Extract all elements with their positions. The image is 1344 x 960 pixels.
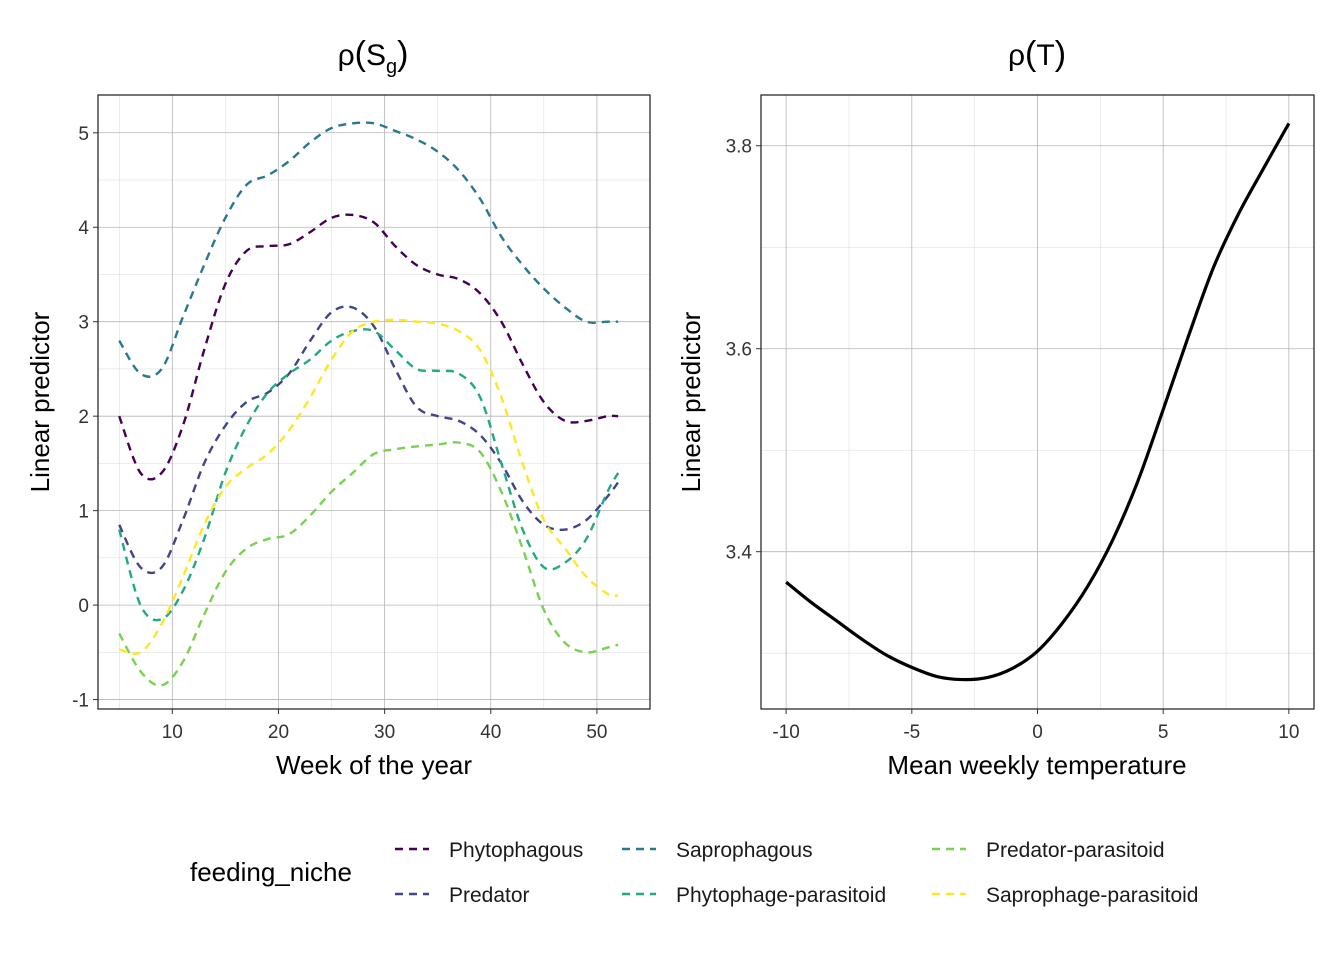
right-title-rho: ρ bbox=[1008, 39, 1025, 72]
series-line-phytophagous bbox=[118, 213, 619, 481]
x-tick-label: -10 bbox=[772, 722, 799, 743]
left-y-axis-title: Linear predictor bbox=[25, 311, 55, 492]
series-line-temperature-effect bbox=[785, 122, 1291, 682]
legend-item: Saprophage-parasitoid bbox=[932, 884, 1198, 907]
legend-label: Saprophage-parasitoid bbox=[986, 884, 1198, 907]
y-tick-label: 2 bbox=[78, 407, 89, 428]
y-tick-label: 5 bbox=[78, 124, 89, 145]
y-tick-label: -1 bbox=[72, 691, 89, 712]
series-line-predator bbox=[118, 305, 620, 575]
right-title-close-paren: ) bbox=[1055, 35, 1066, 73]
legend-item: Phytophagous bbox=[395, 839, 583, 862]
legend-item: Predator-parasitoid bbox=[932, 839, 1165, 862]
right-x-axis-title: Mean weekly temperature bbox=[887, 750, 1186, 780]
x-tick-label: 50 bbox=[586, 722, 607, 743]
left-title-variable: S bbox=[366, 39, 386, 72]
right-title-variable: T bbox=[1036, 39, 1054, 72]
left-panel-ticks: 10 20 30 40 50 -1 0 1 2 3 4 5 bbox=[72, 124, 607, 743]
y-tick-label: 3.8 bbox=[726, 137, 752, 158]
left-panel-title: ρ(Sg) bbox=[338, 35, 409, 78]
y-tick-label: 0 bbox=[78, 596, 89, 617]
x-tick-label: 30 bbox=[374, 722, 395, 743]
x-tick-label: 0 bbox=[1032, 722, 1043, 743]
x-tick-label: 10 bbox=[1278, 722, 1299, 743]
legend-label: Predator bbox=[449, 884, 530, 907]
right-title-open-paren: ( bbox=[1025, 35, 1037, 73]
left-panel-border bbox=[97, 94, 651, 710]
x-tick-label: 10 bbox=[162, 722, 183, 743]
x-tick-label: 5 bbox=[1158, 722, 1169, 743]
legend-item: Phytophage-parasitoid bbox=[622, 884, 886, 907]
legend-item: Saprophagous bbox=[622, 839, 813, 862]
right-panel-series bbox=[785, 122, 1291, 682]
left-x-axis-title: Week of the year bbox=[276, 750, 472, 780]
legend: Phytophagous Predator Saprophagous Phytopha… bbox=[395, 839, 1198, 907]
series-line-saprophagous bbox=[118, 121, 619, 378]
right-y-axis-title: Linear predictor bbox=[676, 311, 706, 492]
legend-label: Predator-parasitoid bbox=[986, 839, 1165, 862]
series-line-predator-parasitoid bbox=[118, 441, 619, 687]
x-tick-label: -5 bbox=[903, 722, 920, 743]
series-line-phytophage-parasitoid bbox=[118, 328, 620, 622]
legend-label: Saprophagous bbox=[676, 839, 813, 862]
legend-item: Predator bbox=[395, 884, 530, 907]
legend-title: feeding_niche bbox=[190, 857, 352, 887]
left-title-close-paren: ) bbox=[397, 35, 408, 73]
series-line-saprophage-parasitoid bbox=[118, 318, 619, 655]
y-tick-label: 4 bbox=[78, 218, 89, 239]
y-tick-label: 3.4 bbox=[726, 543, 753, 564]
legend-label: Phytophagous bbox=[449, 839, 583, 862]
x-tick-label: 40 bbox=[480, 722, 501, 743]
left-panel-series bbox=[118, 121, 620, 687]
left-title-subscript: g bbox=[386, 56, 397, 78]
x-tick-label: 20 bbox=[268, 722, 289, 743]
left-panel-grid bbox=[98, 95, 651, 709]
y-tick-label: 3 bbox=[78, 313, 89, 334]
y-tick-label: 1 bbox=[78, 502, 89, 523]
right-panel-grid bbox=[761, 95, 1314, 709]
y-tick-label: 3.6 bbox=[726, 340, 752, 361]
left-title-rho: ρ bbox=[338, 39, 355, 72]
left-title-open-paren: ( bbox=[355, 35, 367, 73]
right-panel-title: ρ(T) bbox=[1008, 35, 1066, 73]
right-panel-ticks: -10 -5 0 5 10 3.4 3.6 3.8 bbox=[726, 137, 1300, 743]
legend-label: Phytophage-parasitoid bbox=[676, 884, 886, 907]
